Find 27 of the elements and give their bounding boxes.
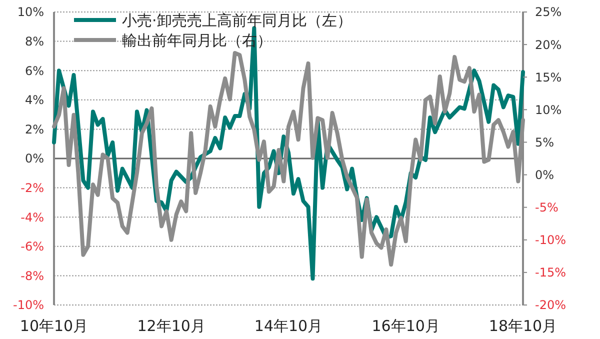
y-tick-label: -6% <box>20 240 44 254</box>
y2-tick-label: -20% <box>535 298 566 312</box>
x-tick-label: 12年10月 <box>137 317 206 335</box>
y2-tick-label: -10% <box>535 233 566 248</box>
y2-tick-label: -15% <box>535 266 566 280</box>
y2-tick-label: 10% <box>535 102 562 117</box>
y-tick-label: 0% <box>24 152 44 166</box>
y-tick-label: -2% <box>20 181 44 195</box>
y-tick-label: 6% <box>24 64 44 78</box>
x-tick-label: 18年10月 <box>488 317 558 335</box>
y2-tick-label: 15% <box>535 70 562 84</box>
y-tick-label: 10% <box>17 5 44 20</box>
x-tick-label: 14年10月 <box>254 317 323 335</box>
y-tick-label: 4% <box>24 93 44 108</box>
y2-tick-label: 20% <box>535 38 562 52</box>
legend-label: 小売·卸売売上高前年同月比（左） <box>122 11 352 30</box>
y2-tick-label: 0% <box>535 168 554 182</box>
y-tick-label: -4% <box>20 210 44 224</box>
y-tick-label: 8% <box>24 34 44 48</box>
y-tick-label: 2% <box>24 122 44 136</box>
y2-tick-label: -5% <box>535 200 558 215</box>
y2-tick-label: 25% <box>535 5 562 20</box>
y-tick-label: -10% <box>12 298 44 312</box>
y2-tick-label: 5% <box>535 135 554 150</box>
x-tick-label: 10年10月 <box>20 317 88 335</box>
x-tick-label: 16年10月 <box>372 317 440 335</box>
y-tick-label: -8% <box>20 268 44 283</box>
